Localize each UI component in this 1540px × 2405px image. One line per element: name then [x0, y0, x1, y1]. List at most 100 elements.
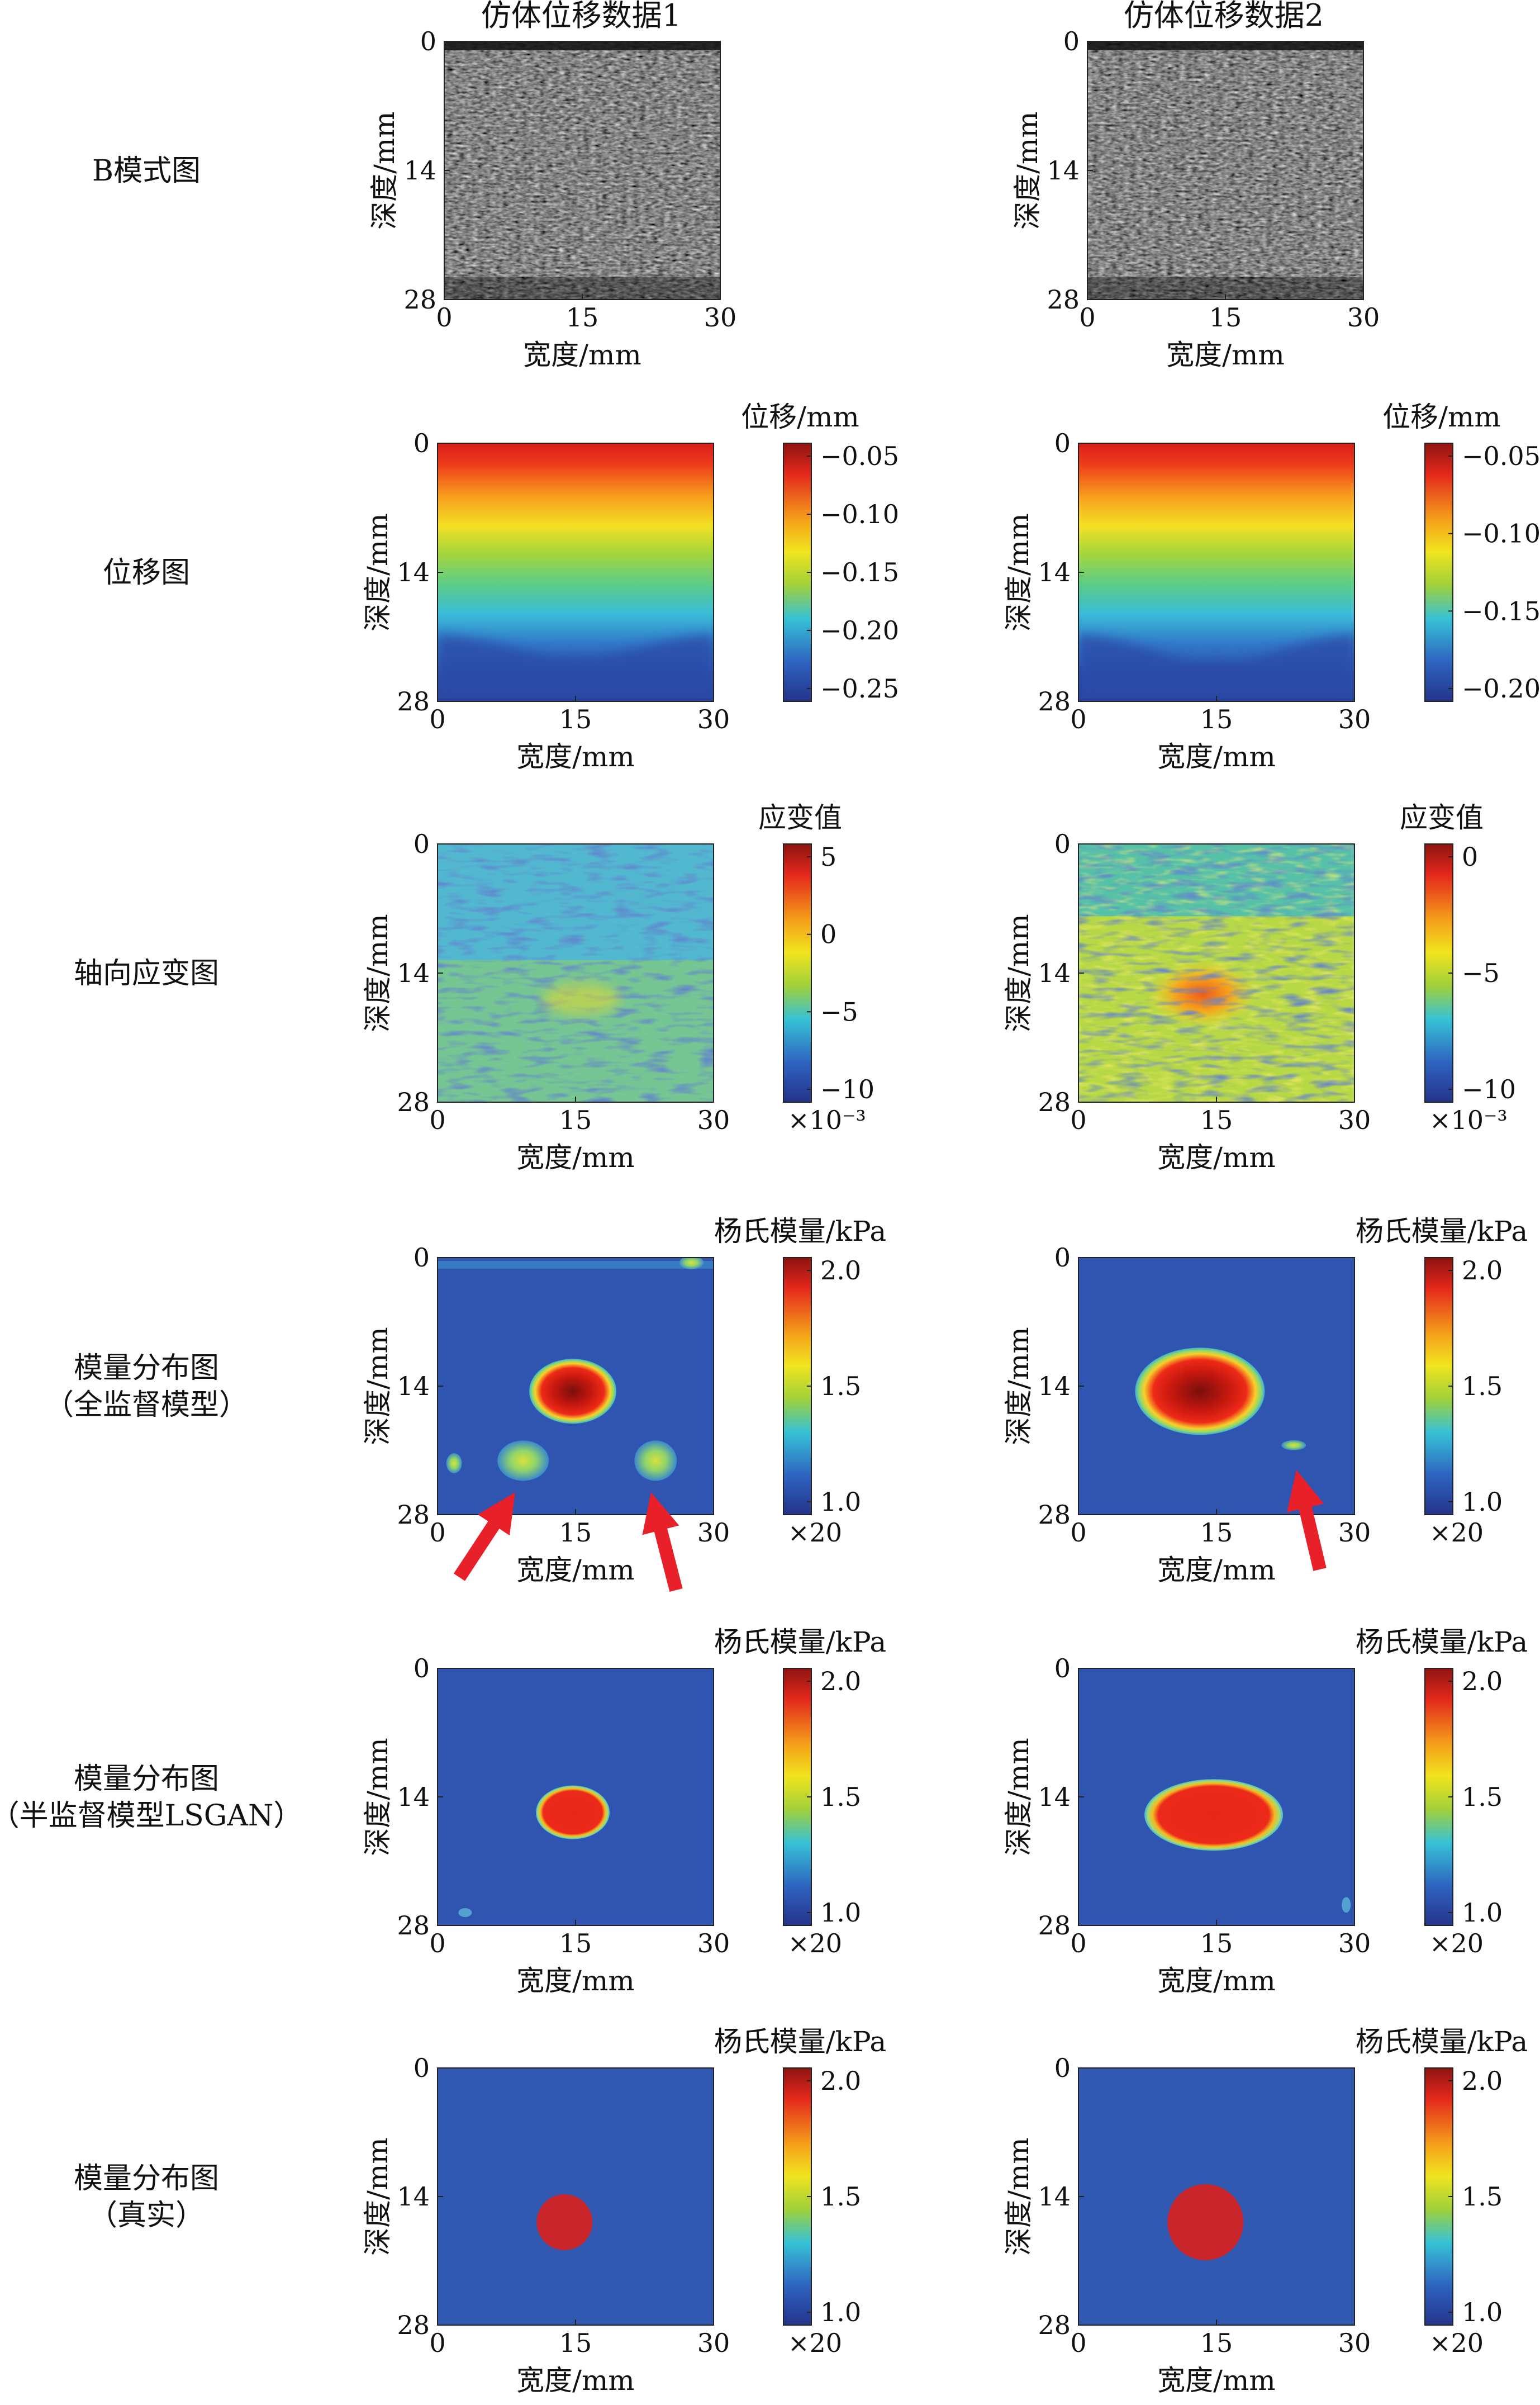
x-tick-label: 15: [1200, 1105, 1233, 1135]
y-tick-label: 0: [1063, 26, 1080, 56]
colorbar-tick-label: −10: [1462, 1074, 1516, 1104]
x-tick-label: 30: [1338, 704, 1371, 734]
colorbar-scale: [783, 443, 812, 702]
colorbar-tick-label: −0.05: [820, 441, 899, 471]
y-tick-label: 0: [413, 1653, 430, 1683]
colorbar-tick-label: 2.0: [1462, 1255, 1503, 1285]
annotation-arrow: [453, 1492, 515, 1581]
colorbar-r2-c0: 应变值 5 0 −5 −10×10⁻³: [758, 801, 874, 1135]
colorbar-multiplier: ×20: [1429, 1928, 1484, 1958]
y-axis-label: 深度/mm: [362, 914, 394, 1032]
y-tick-label: 0: [1054, 1653, 1071, 1683]
y-axis-label: 深度/mm: [368, 111, 401, 230]
y-axis-label: 深度/mm: [1011, 111, 1044, 230]
x-axis-label: 宽度/mm: [1157, 2364, 1276, 2397]
x-tick-label: 0: [1070, 1928, 1086, 1958]
colorbar-title: 位移/mm: [1382, 401, 1501, 433]
x-axis-label: 宽度/mm: [1166, 339, 1285, 371]
plot-image-bmode: [444, 41, 720, 300]
strain-blue-streaks: [1078, 844, 1354, 1102]
colorbar-tick-label: 1.5: [820, 2181, 861, 2212]
y-tick-label: 0: [1054, 1242, 1071, 1273]
y-axis-label: 深度/mm: [362, 2137, 394, 2256]
y-axis-label: 深度/mm: [362, 1327, 394, 1445]
x-tick-label: 15: [1200, 704, 1233, 734]
x-tick-label: 30: [697, 2328, 730, 2358]
row-label-line: 位移图: [103, 556, 190, 590]
colorbar-tick-label: 1.5: [1462, 1371, 1503, 1401]
artifact-blob: [446, 1453, 462, 1473]
y-tick-label: 28: [403, 284, 436, 315]
y-tick-label: 14: [397, 557, 430, 587]
colorbar-tick-label: 1.5: [820, 1782, 861, 1812]
x-tick-label: 0: [429, 1928, 445, 1958]
colorbar-r3-c1: 杨氏模量/kPa 2.0 1.5 1.0×20: [1356, 1215, 1528, 1548]
x-tick-label: 15: [566, 302, 599, 333]
plot-image-modulus-supervised: [1078, 1258, 1354, 1515]
x-tick-label: 30: [1338, 2328, 1371, 2358]
row-label-displacement: 位移图: [103, 556, 190, 590]
y-tick-label: 14: [1038, 1371, 1071, 1401]
x-tick-label: 30: [1338, 1517, 1371, 1548]
plot-image-modulus-supervised: [438, 1258, 714, 1515]
colorbar-title: 杨氏模量/kPa: [714, 1215, 886, 1247]
colorbar-tick-label: 1.0: [1462, 1487, 1503, 1517]
x-tick-label: 0: [1070, 704, 1086, 734]
colorbar-tick-label: −0.10: [1462, 519, 1540, 549]
strain-blue-streaks: [438, 844, 714, 1102]
y-tick-label: 14: [397, 958, 430, 988]
colorbar-tick-label: 0: [820, 919, 836, 950]
y-tick-label: 14: [397, 1371, 430, 1401]
x-tick-label: 0: [1070, 1517, 1086, 1548]
colorbar-title: 位移/mm: [741, 401, 859, 433]
speckle-texture: [444, 41, 720, 300]
x-axis-label: 宽度/mm: [523, 339, 641, 371]
row-label-modulus-true: 模量分布图 （真实）: [74, 2162, 219, 2232]
plot-image-displacement: [438, 443, 714, 701]
x-tick-label: 15: [1200, 1928, 1233, 1958]
x-tick-label: 0: [1070, 1105, 1086, 1135]
y-tick-label: 0: [420, 26, 436, 56]
row-label-modulus-supervised: 模量分布图（全监督模型）: [45, 1351, 248, 1422]
colorbar-r1-c0: 位移/mm −0.05 −0.10 −0.15 −0.20 −0.25: [741, 401, 899, 704]
colorbar-multiplier: ×20: [1429, 1517, 1484, 1548]
colorbar-tick-label: 1.5: [1462, 2181, 1503, 2212]
x-tick-label: 30: [697, 704, 730, 734]
x-tick-label: 15: [1200, 2328, 1233, 2358]
x-tick-label: 30: [704, 302, 737, 333]
colorbar-tick-label: 1.0: [1462, 1898, 1503, 1928]
x-tick-label: 15: [559, 1517, 592, 1548]
y-tick-label: 14: [1038, 557, 1071, 587]
colorbar-tick-label: 1.0: [820, 1487, 861, 1517]
x-tick-label: 0: [1079, 302, 1095, 333]
colorbar-r4-c0: 杨氏模量/kPa 2.0 1.5 1.0×20: [714, 1626, 886, 1958]
y-tick-label: 14: [1038, 958, 1071, 988]
y-tick-label: 28: [397, 2310, 430, 2340]
colorbar-tick-label: 1.0: [820, 1898, 861, 1928]
x-tick-label: 30: [1338, 1105, 1371, 1135]
annotation-arrow: [1286, 1470, 1327, 1571]
y-tick-label: 14: [397, 1782, 430, 1812]
colorbar-scale: [1424, 443, 1453, 702]
x-tick-label: 15: [559, 704, 592, 734]
colorbar-tick-label: 1.5: [1462, 1782, 1503, 1812]
y-tick-label: 28: [1038, 2310, 1071, 2340]
annotation-arrow: [642, 1492, 683, 1592]
colorbar-tick-label: −0.10: [820, 499, 899, 529]
colorbar-tick-label: −0.25: [820, 673, 899, 704]
x-tick-label: 15: [559, 2328, 592, 2358]
row-label-line: （半监督模型LSGAN）: [0, 1799, 302, 1833]
colorbar-scale: [783, 1257, 812, 1515]
y-axis-label: 深度/mm: [362, 1738, 394, 1856]
artifact-blob: [458, 1908, 472, 1917]
row-label-line: （真实）: [88, 2199, 205, 2232]
colorbar-scale: [1424, 1668, 1453, 1926]
colorbar-title: 应变值: [758, 801, 842, 834]
colorbar-multiplier: ×20: [788, 1928, 842, 1958]
y-tick-label: 28: [1047, 284, 1080, 315]
